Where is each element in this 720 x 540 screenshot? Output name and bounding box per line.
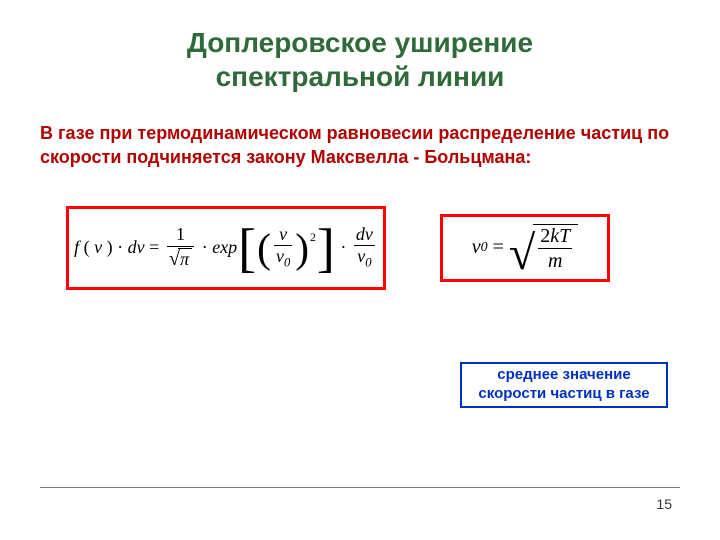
den-v0-sub: 0 (284, 256, 290, 270)
caption-line-1: среднее значение (497, 366, 630, 383)
num-k: k (550, 225, 559, 247)
den-v: v (276, 246, 284, 266)
sym-eq: = (149, 237, 159, 258)
num-v: v (277, 225, 289, 245)
sym-exp: exp (212, 237, 237, 258)
caption-line-2: скорости частиц в газе (478, 385, 649, 402)
slide-title: Доплеровское уширение спектральной линии (40, 26, 680, 93)
num-T: T (559, 225, 570, 247)
frac-1-over-sqrtpi: 1 √ π (167, 225, 194, 271)
sym-v-arg: v (94, 237, 102, 258)
sqrt-pi: √ π (169, 248, 192, 271)
sym-eq2: = (493, 236, 504, 259)
page-number: 15 (656, 496, 672, 512)
num-1: 1 (174, 225, 187, 245)
num-2: 2 (540, 225, 550, 247)
equation-box-distribution: f ( v ) · dv = 1 √ π (66, 206, 386, 290)
sup-2: 2 (309, 231, 316, 244)
footer-rule (40, 487, 680, 488)
frac-v-over-v0: v v0 (274, 225, 292, 271)
num-dv: dv (354, 225, 375, 245)
caption-mean-velocity: среднее значение скорости частиц в газе (460, 362, 668, 408)
sym-dv-lhs: dv (128, 237, 145, 258)
title-line-2: спектральной линии (216, 61, 505, 92)
den-v0-sub2: 0 (365, 256, 371, 270)
sym-v0-v: v (472, 236, 481, 259)
sqrt-2kT-over-m: √ 2kT m (509, 224, 578, 272)
body-paragraph: В газе при термодинамическом равновесии … (40, 121, 680, 170)
equation-v0: v0 = √ 2kT m (472, 224, 579, 272)
title-line-1: Доплеровское уширение (187, 27, 533, 58)
frac-dv-over-v0: dv v0 (354, 225, 375, 271)
equation-row: f ( v ) · dv = 1 √ π (66, 206, 680, 290)
equation-box-v0: v0 = √ 2kT m (440, 214, 610, 282)
slide: Доплеровское уширение спектральной линии… (0, 0, 720, 540)
den-m: m (546, 250, 564, 272)
sym-pi: π (180, 250, 189, 270)
equation-distribution: f ( v ) · dv = 1 √ π (74, 225, 378, 271)
sym-v0-0: 0 (481, 240, 488, 256)
frac-2kT-over-m: 2kT m (538, 225, 572, 272)
